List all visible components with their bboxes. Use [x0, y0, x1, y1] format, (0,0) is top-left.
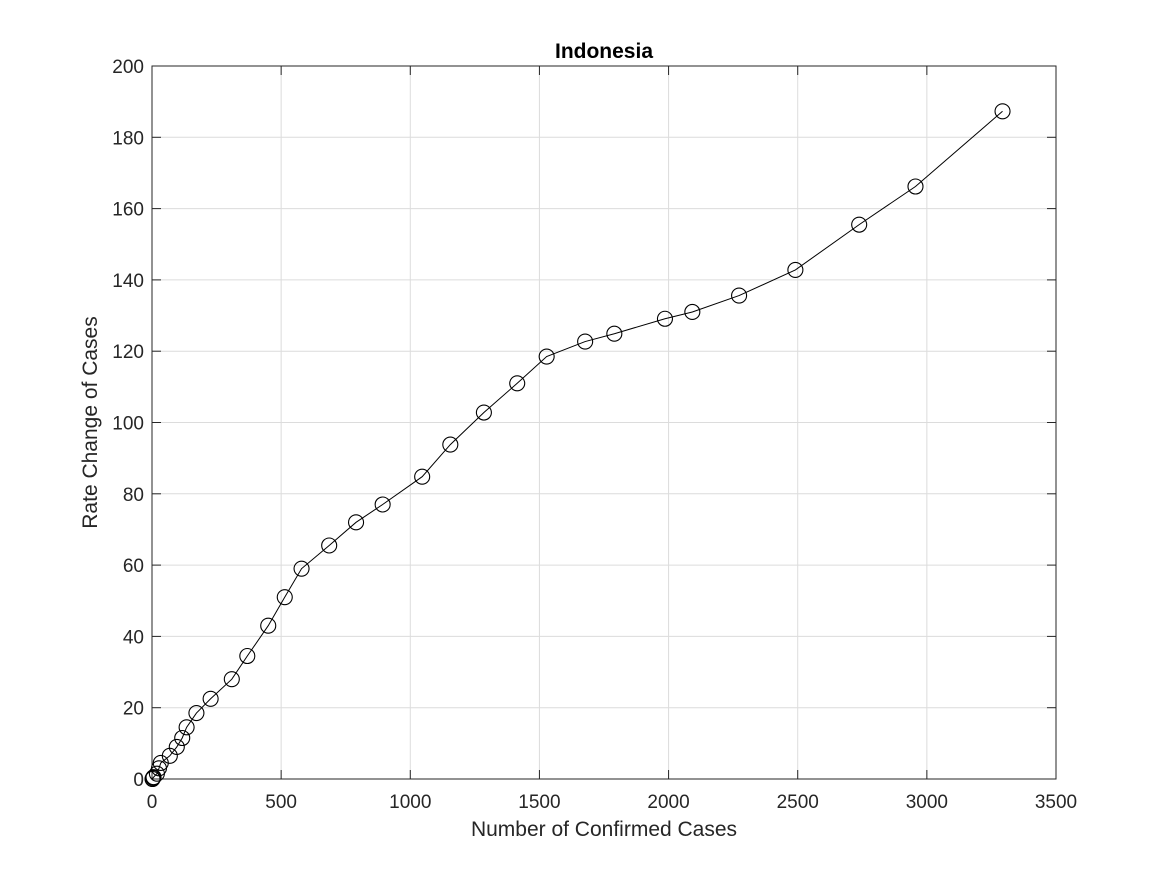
y-axis-label: Rate Change of Cases: [79, 316, 102, 528]
y-tick-label: 40: [123, 627, 144, 648]
x-tick-label: 3000: [906, 792, 948, 813]
x-tick-label: 3500: [1035, 792, 1077, 813]
chart-title: Indonesia: [555, 40, 653, 63]
y-tick-label: 200: [112, 57, 144, 78]
x-tick-label: 500: [265, 792, 297, 813]
x-tick-label: 2500: [777, 792, 819, 813]
x-tick-label: 0: [147, 792, 158, 813]
y-tick-label: 20: [123, 699, 144, 720]
x-tick-label: 1000: [389, 792, 431, 813]
y-tick-label: 180: [112, 128, 144, 149]
x-tick-label: 2000: [647, 792, 689, 813]
y-tick-label: 140: [112, 271, 144, 292]
x-tick-label: 1500: [518, 792, 560, 813]
y-tick-label: 0: [133, 770, 144, 791]
y-tick-label: 160: [112, 200, 144, 221]
y-tick-label: 60: [123, 556, 144, 577]
x-axis-label: Number of Confirmed Cases: [471, 818, 737, 841]
y-tick-label: 120: [112, 342, 144, 363]
y-tick-label: 80: [123, 485, 144, 506]
y-tick-label: 100: [112, 414, 144, 435]
